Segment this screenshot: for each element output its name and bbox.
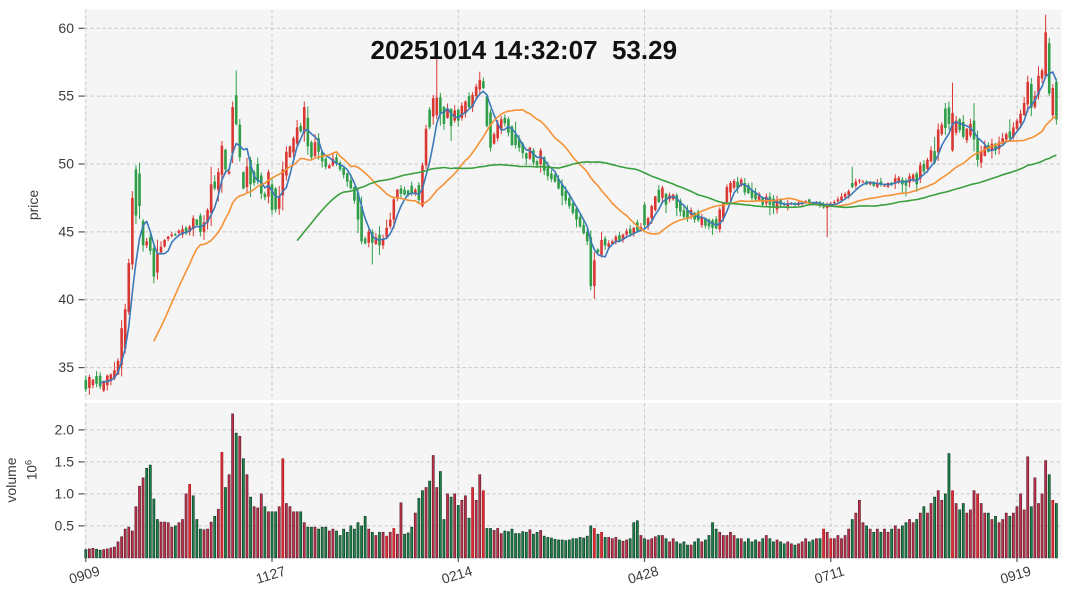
svg-text:price: price: [25, 190, 41, 221]
svg-text:volume: volume: [3, 457, 19, 502]
svg-text:0.5: 0.5: [55, 517, 75, 533]
svg-text:40: 40: [58, 291, 74, 307]
svg-text:1.0: 1.0: [55, 485, 75, 501]
svg-text:50: 50: [58, 156, 74, 172]
svg-text:55: 55: [58, 88, 74, 104]
svg-text:35: 35: [58, 359, 74, 375]
svg-text:60: 60: [58, 20, 74, 36]
svg-text:2.0: 2.0: [55, 421, 75, 437]
svg-text:20251014 14:32:07 53.29: 20251014 14:32:07 53.29: [371, 35, 678, 65]
svg-text:45: 45: [58, 223, 74, 239]
svg-text:1.5: 1.5: [55, 453, 75, 469]
